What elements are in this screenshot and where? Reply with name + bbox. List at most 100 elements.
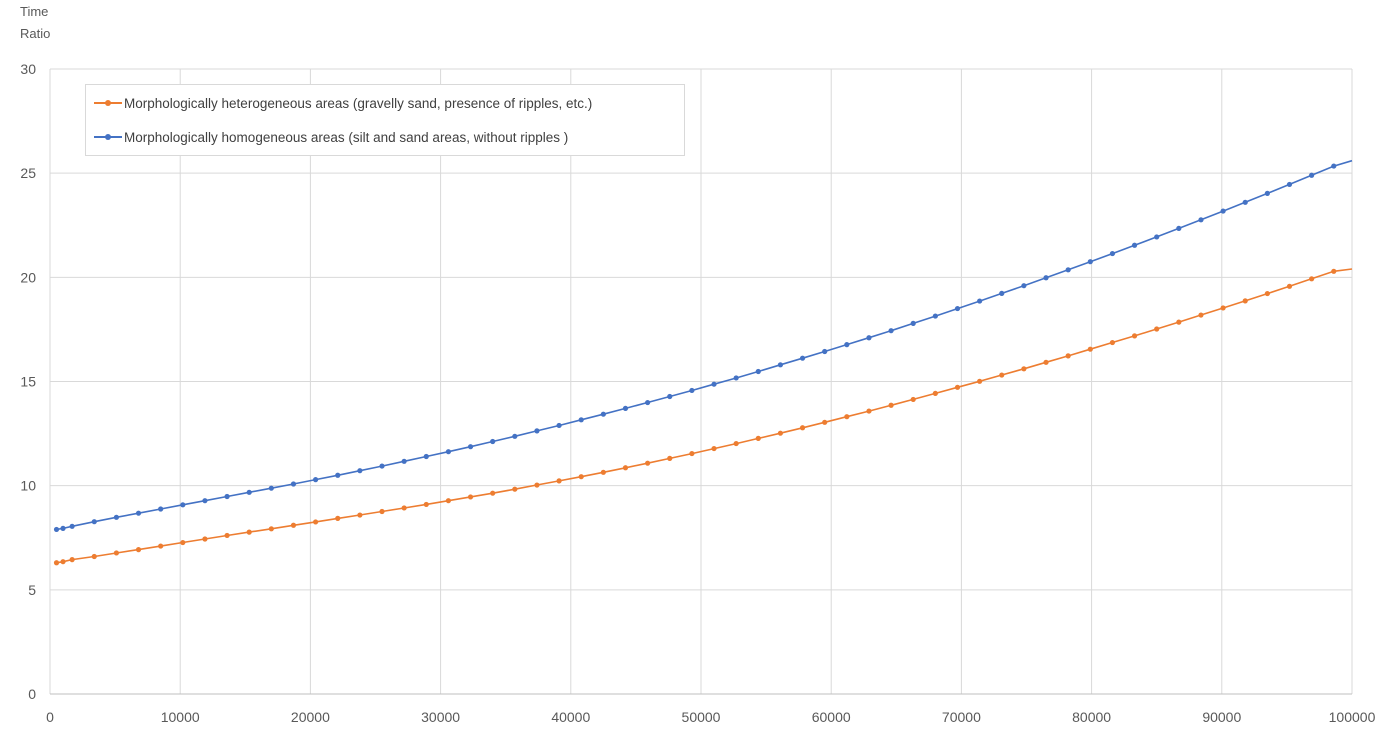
data-point [645,399,651,406]
data-point [135,547,142,553]
data-point [357,512,363,518]
data-point [556,422,562,429]
data-point [490,438,496,445]
data-point [1220,305,1226,311]
data-point [689,450,695,457]
data-point [1131,242,1138,248]
data-point [313,477,319,483]
y-tick-label: 0 [28,686,36,702]
data-point [1309,172,1315,178]
data-point [733,440,739,447]
data-point [69,557,75,563]
y-tick-label: 25 [20,165,36,181]
data-point [1154,234,1160,240]
data-point [290,522,297,528]
data-point [1331,163,1337,169]
data-point [268,485,274,491]
data-point [1087,259,1093,265]
data-point [113,514,120,520]
data-point [1264,290,1270,297]
data-point [423,501,429,508]
data-point [467,444,474,450]
data-point [1331,268,1337,274]
data-point [246,529,252,535]
data-point [113,550,120,556]
data-point [91,519,97,525]
legend-swatch-heterogeneous [94,98,122,108]
series-line [56,159,1353,531]
data-point [60,559,66,565]
x-tick-labels: 0 10000 20000 30000 40000 50000 60000 70000 8000… [46,709,1375,725]
data-point [180,539,186,546]
data-point [1043,275,1049,281]
data-point [977,298,983,304]
data-point [290,481,297,487]
data-point [246,489,252,495]
legend-item-homogeneous: Morphologically homogeneous areas (silt … [94,127,568,147]
x-tick-label: 10000 [161,709,200,725]
data-point [1242,199,1248,205]
data-point [268,526,274,532]
data-point [534,482,540,488]
data-point [1021,366,1027,372]
data-point [866,408,872,414]
data-point [1286,181,1293,188]
data-point [1065,267,1071,273]
data-point [158,506,164,512]
data-point [379,463,385,469]
data-point [645,460,651,466]
data-point [91,553,97,560]
data-point [180,502,186,508]
x-tick-label: 0 [46,709,54,725]
series-heterogeneous [53,268,1353,566]
data-point [135,510,142,516]
data-point [53,560,60,566]
gridlines [49,68,1353,695]
data-point [910,396,916,403]
data-point [423,453,429,460]
data-point [401,458,407,464]
data-point [999,372,1005,378]
data-point [733,375,739,381]
data-point [379,508,385,515]
data-point [445,449,452,455]
x-tick-label: 80000 [1072,709,1111,725]
data-point [1264,190,1270,196]
data-point [1198,312,1204,318]
y-tick-label: 30 [20,61,36,77]
data-point [932,313,938,319]
data-point [1309,276,1315,282]
x-tick-label: 70000 [942,709,981,725]
x-tick-label: 100000 [1329,709,1376,725]
data-point [910,320,916,326]
data-point [578,474,584,480]
y-tick-label: 15 [20,374,36,390]
data-point [1109,339,1116,346]
y-tick-label: 20 [20,269,36,285]
data-point [844,342,850,348]
data-point [534,428,540,434]
series-line [56,268,1353,564]
data-point [1242,298,1248,304]
series-group [53,159,1353,566]
data-point [1176,225,1182,231]
data-point [799,355,806,361]
data-point [202,536,208,542]
data-point [69,523,75,529]
x-tick-label: 30000 [421,709,460,725]
data-point [822,348,828,355]
data-point [1286,283,1293,289]
data-point [335,472,341,478]
data-point [755,368,761,375]
data-point [622,465,629,471]
data-point [1176,319,1182,325]
data-point [445,498,452,504]
data-point [1109,250,1116,257]
data-point [689,387,695,394]
data-point [799,425,806,431]
data-point [1220,208,1226,214]
data-point [622,405,629,411]
series-homogeneous [53,159,1353,533]
data-point [777,430,784,436]
